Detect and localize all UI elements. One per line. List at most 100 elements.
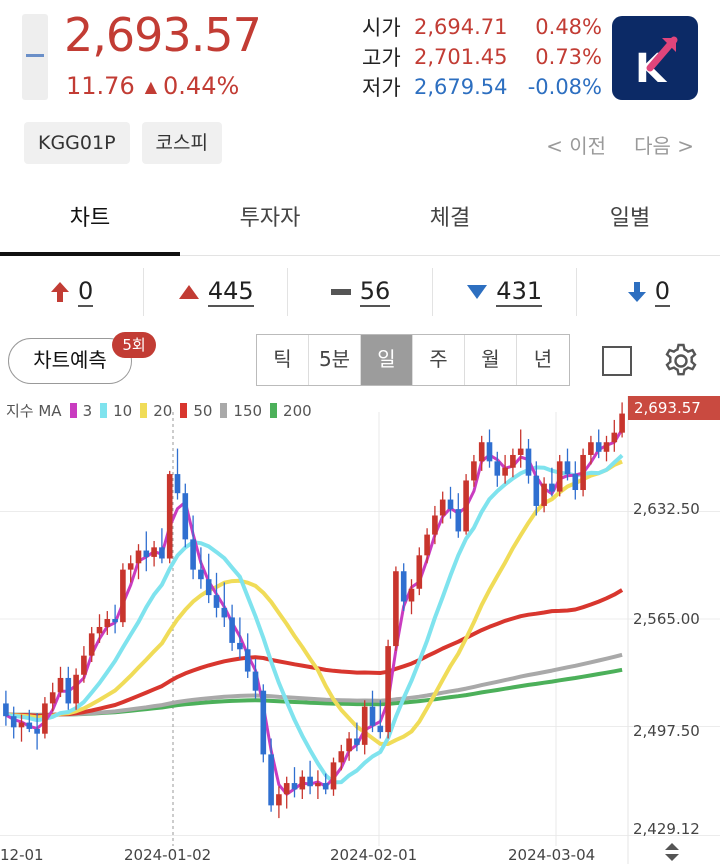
- tab-trades[interactable]: 체결: [429, 206, 471, 231]
- candle-body: [322, 783, 329, 790]
- candle-body: [580, 454, 586, 491]
- candle-body: [549, 483, 555, 492]
- candle-body: [408, 588, 415, 602]
- candle-body: [432, 515, 438, 535]
- candle-body: [369, 706, 376, 726]
- candle-body: [291, 783, 298, 790]
- candle-body: [26, 722, 33, 729]
- candle-body: [494, 461, 501, 476]
- candle-body: [159, 547, 165, 559]
- low-percent: -0.08%: [527, 75, 602, 99]
- tab-investor[interactable]: 투자자: [239, 206, 301, 231]
- tag-market[interactable]: 코스피: [141, 122, 222, 164]
- candle-body: [112, 619, 118, 623]
- mini-chart-thumbnail[interactable]: [22, 14, 48, 100]
- tab-chart[interactable]: 차트: [69, 206, 111, 231]
- ma200-swatch: [270, 403, 278, 418]
- count-up[interactable]: 445: [144, 268, 289, 316]
- candle-body: [73, 674, 79, 704]
- app-logo[interactable]: K: [612, 16, 698, 100]
- candle-body: [517, 448, 524, 455]
- count-limit-up[interactable]: 0: [0, 268, 145, 316]
- up-down-chevron-icon: [665, 843, 679, 861]
- prev-button[interactable]: < 이전: [546, 134, 607, 158]
- period-week[interactable]: 주: [413, 335, 465, 385]
- prev-next-nav: < 이전 다음 >: [546, 130, 694, 159]
- legend-ma200: 200: [283, 401, 312, 420]
- count-limit-down[interactable]: 0: [577, 268, 720, 316]
- candle-body: [330, 762, 337, 790]
- ma20-swatch: [140, 403, 148, 418]
- open-row: 시가 2,694.71 0.48%: [362, 12, 602, 42]
- next-button[interactable]: 다음 >: [634, 134, 694, 158]
- low-value: 2,679.54: [414, 75, 508, 99]
- candle-body: [151, 547, 157, 557]
- candle-body: [49, 692, 56, 704]
- legend-ma10: 10: [113, 401, 133, 420]
- candle-body: [455, 509, 462, 532]
- fullscreen-toggle-icon[interactable]: [602, 346, 632, 376]
- candle-body: [510, 454, 516, 468]
- x-tick-label: 2024-03-04: [508, 846, 596, 864]
- y-tick-label: 2,632.50: [633, 500, 700, 518]
- advance-decline-counts: 0 445 56 431 0: [0, 268, 720, 316]
- candle-body: [416, 555, 423, 589]
- settings-gear-icon[interactable]: [662, 342, 700, 380]
- period-day[interactable]: 일: [361, 335, 413, 385]
- ma-3-line: [5, 428, 624, 796]
- candle-body: [572, 474, 579, 491]
- low-row: 저가 2,679.54 -0.08%: [362, 72, 602, 102]
- candle-body: [268, 754, 274, 806]
- candle-body: [611, 432, 618, 443]
- chart-predict-button[interactable]: 차트예측: [8, 338, 132, 384]
- candle-body: [400, 571, 407, 602]
- down-count: 431: [496, 277, 543, 307]
- candle-body: [447, 499, 454, 510]
- candle-body: [229, 617, 235, 643]
- candle-body: [252, 671, 259, 691]
- chart-scroll-handle[interactable]: [664, 842, 680, 864]
- high-label: 고가: [362, 46, 401, 70]
- candle-body: [237, 642, 243, 650]
- count-flat[interactable]: 56: [288, 268, 433, 316]
- candle-body: [502, 467, 508, 476]
- x-tick-label: 2024-01-02: [124, 846, 212, 864]
- tag-code[interactable]: KGG01P: [24, 122, 130, 164]
- price-change: 11.76 ▲ 0.44%: [66, 72, 239, 100]
- period-5min[interactable]: 5분: [309, 335, 361, 385]
- tab-daily[interactable]: 일별: [609, 206, 651, 231]
- flat-count: 56: [359, 277, 391, 307]
- candle-body: [120, 569, 126, 623]
- candle-body: [588, 442, 594, 455]
- up-triangle-icon: [178, 285, 199, 299]
- up-count: 445: [207, 277, 254, 307]
- candle-body: [81, 655, 87, 675]
- current-price: 2,693.57: [64, 8, 262, 62]
- price-chart[interactable]: [0, 396, 720, 864]
- candle-body: [135, 550, 142, 564]
- candle-body: [463, 480, 469, 532]
- candle-body: [525, 448, 532, 476]
- candle-body: [486, 442, 493, 462]
- candle-body: [57, 677, 64, 693]
- mini-chart-line: [26, 54, 44, 57]
- candle-body: [377, 725, 384, 733]
- period-tick[interactable]: 틱: [257, 335, 309, 385]
- open-value: 2,694.71: [414, 15, 508, 39]
- ohl-summary: 시가 2,694.71 0.48% 고가 2,701.45 0.73% 저가 2…: [362, 12, 602, 102]
- predict-count-badge: 5회: [112, 332, 156, 358]
- ma10-swatch: [100, 403, 108, 418]
- ma3-swatch: [69, 403, 77, 418]
- candle-body: [190, 539, 196, 570]
- last-price-tag: 2,693.57: [628, 396, 720, 420]
- period-month[interactable]: 월: [465, 335, 517, 385]
- main-tabs: 차트 투자자 체결 일별: [0, 186, 720, 256]
- candle-body: [174, 474, 181, 494]
- period-year[interactable]: 년: [533, 347, 553, 371]
- ma-20-line: [5, 459, 623, 746]
- candle-body: [127, 563, 134, 570]
- y-tick-label: 2,497.50: [633, 722, 700, 740]
- candle-body: [18, 722, 25, 728]
- count-down[interactable]: 431: [433, 268, 577, 316]
